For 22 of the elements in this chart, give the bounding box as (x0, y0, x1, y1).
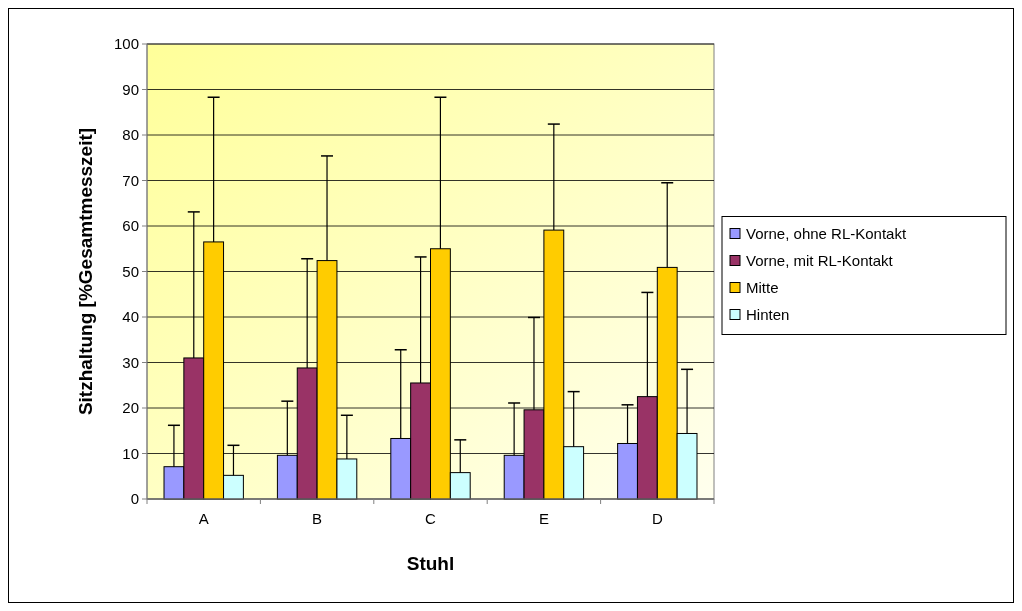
y-tick-label: 0 (130, 490, 139, 508)
legend-label: Vorne, ohne RL-Kontakt (746, 224, 907, 242)
x-tick-label: B (312, 510, 323, 527)
y-tick-label: 10 (122, 444, 139, 462)
y-tick-label: 20 (122, 399, 139, 417)
x-tick-label: A (198, 510, 209, 527)
x-tick-label: E (538, 510, 549, 527)
legend-label: Hinten (746, 305, 790, 323)
x-axis-title: Stuhl (406, 553, 455, 574)
y-tick-label: 40 (122, 308, 139, 326)
x-tick-label: C (425, 510, 437, 527)
y-tick-label: 60 (122, 217, 139, 235)
y-tick-label: 50 (122, 262, 139, 280)
y-tick-label: 80 (122, 126, 139, 144)
y-tick-label: 30 (122, 353, 139, 371)
y-axis-title: Sitzhaltung [%Gesamtmesszeit] (75, 127, 96, 416)
legend-label: Vorne, mit RL-Kontakt (746, 251, 894, 269)
y-tick-label: 100 (113, 35, 139, 53)
y-tick-label: 90 (122, 80, 139, 98)
x-tick-label: D (651, 510, 663, 527)
legend-label: Mitte (746, 278, 779, 296)
y-tick-label: 70 (122, 171, 139, 189)
